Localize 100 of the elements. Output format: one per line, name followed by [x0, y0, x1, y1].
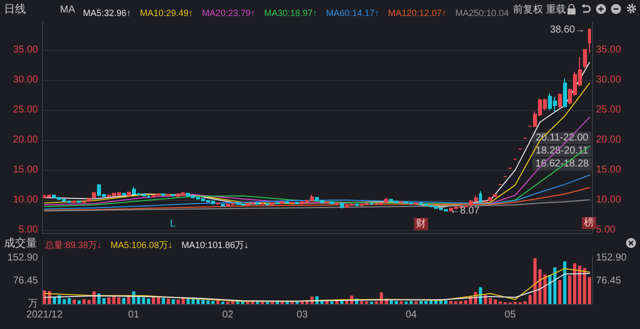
candlestick [325, 200, 329, 204]
candlestick [280, 200, 284, 205]
candlestick [72, 200, 76, 204]
candlestick [285, 200, 289, 204]
candlestick [216, 202, 220, 206]
y-tick-label: 25.00 [12, 104, 38, 116]
text: MA5:32.96↑ [83, 8, 132, 18]
candlestick [558, 92, 562, 109]
y2-tick-label: 10.00 [596, 194, 622, 206]
annotation: 38.60→ [550, 24, 585, 36]
text: MA60:14.17↑ [326, 8, 380, 18]
y2-tick-label: 30.00 [596, 74, 622, 86]
x-tick-label: 01 [128, 310, 140, 320]
candlestick [335, 202, 339, 206]
candlestick [127, 191, 131, 197]
y2-tick-label: 20.00 [596, 134, 622, 146]
y2-tick-label: 25.00 [596, 104, 622, 116]
bar [156, 297, 160, 304]
bar [588, 277, 592, 304]
bar [211, 301, 215, 304]
x-tick-label: 02 [222, 310, 234, 320]
bar [429, 300, 433, 304]
y2-tick-label: 5.00 [596, 224, 616, 236]
y-tick-label: 15.00 [12, 164, 38, 176]
bar [127, 296, 130, 304]
text: MA20:23.79↑ [202, 8, 256, 18]
annotation: L [170, 218, 176, 230]
bar [360, 301, 364, 304]
y-tick-label: 20.00 [12, 134, 38, 146]
y2-tick-label: 35.00 [596, 44, 622, 56]
candlestick [122, 192, 126, 196]
candlestick [82, 200, 86, 204]
y-tick-label: 76.45 [12, 276, 38, 287]
x-tick-label: 03 [296, 310, 308, 320]
bar [216, 300, 220, 304]
bar [122, 298, 126, 304]
bar [196, 300, 200, 304]
annotation: ←8.07 [450, 206, 480, 216]
bar [488, 298, 492, 304]
bar [146, 298, 150, 304]
line-series [44, 146, 590, 208]
candlestick [330, 200, 334, 205]
candlestick [588, 28, 591, 54]
candlestick [166, 194, 170, 197]
bar [206, 300, 210, 304]
candlestick [414, 202, 418, 205]
candlestick [370, 202, 373, 206]
chart-title: 成交量 [4, 236, 37, 250]
x-tick-label: 05 [504, 310, 516, 320]
annotation: 榜 [584, 216, 594, 228]
bar [400, 301, 403, 304]
bar [558, 280, 562, 304]
candlestick [340, 202, 344, 209]
bar [166, 298, 170, 304]
bar [325, 301, 329, 304]
candlestick [355, 203, 359, 207]
candlestick [479, 190, 482, 203]
text: MA10:29.49↑ [140, 8, 194, 18]
text: MA [60, 4, 76, 16]
text: MA30:18.97↑ [264, 8, 318, 18]
line-series [44, 82, 590, 206]
text: MA250:10.04 [455, 8, 509, 18]
bar [78, 300, 81, 304]
candlestick [156, 192, 160, 196]
candlestick [360, 203, 364, 207]
candlestick [493, 194, 497, 198]
candlestick [261, 202, 264, 206]
bar [528, 295, 532, 304]
candlestick [171, 194, 175, 197]
candlestick [583, 48, 587, 69]
candlestick [295, 201, 299, 205]
candlestick [290, 201, 294, 204]
text: 重载 [546, 4, 566, 16]
bar [72, 300, 76, 304]
candlestick [266, 202, 269, 206]
candlestick [221, 203, 225, 208]
candlestick [77, 200, 81, 204]
y2-tick-label: 152.90 [596, 252, 628, 264]
bar [162, 298, 165, 304]
bar [172, 299, 175, 304]
text: MA120:12.07↑ [388, 8, 446, 18]
y-tick-label: 35.00 [12, 44, 38, 56]
bar [424, 301, 428, 304]
y-tick-label: 万 [28, 298, 38, 310]
bar [335, 301, 338, 304]
candlestick [161, 192, 165, 196]
y-tick-label: 5.00 [18, 224, 38, 236]
bar [102, 298, 106, 304]
candlestick [270, 202, 274, 206]
y-tick-label: 10.00 [12, 194, 38, 206]
y-tick-label: 30.00 [12, 74, 38, 86]
text: 总量:89.38万↓ [44, 240, 102, 250]
bar [419, 301, 423, 304]
bar [82, 299, 86, 304]
candlestick [47, 194, 51, 198]
x-tick-label: 04 [406, 310, 418, 320]
chart-title: 日线 [4, 2, 26, 16]
y2-tick-label: 15.00 [596, 164, 622, 176]
candlestick [256, 202, 259, 206]
candlestick [275, 201, 279, 205]
